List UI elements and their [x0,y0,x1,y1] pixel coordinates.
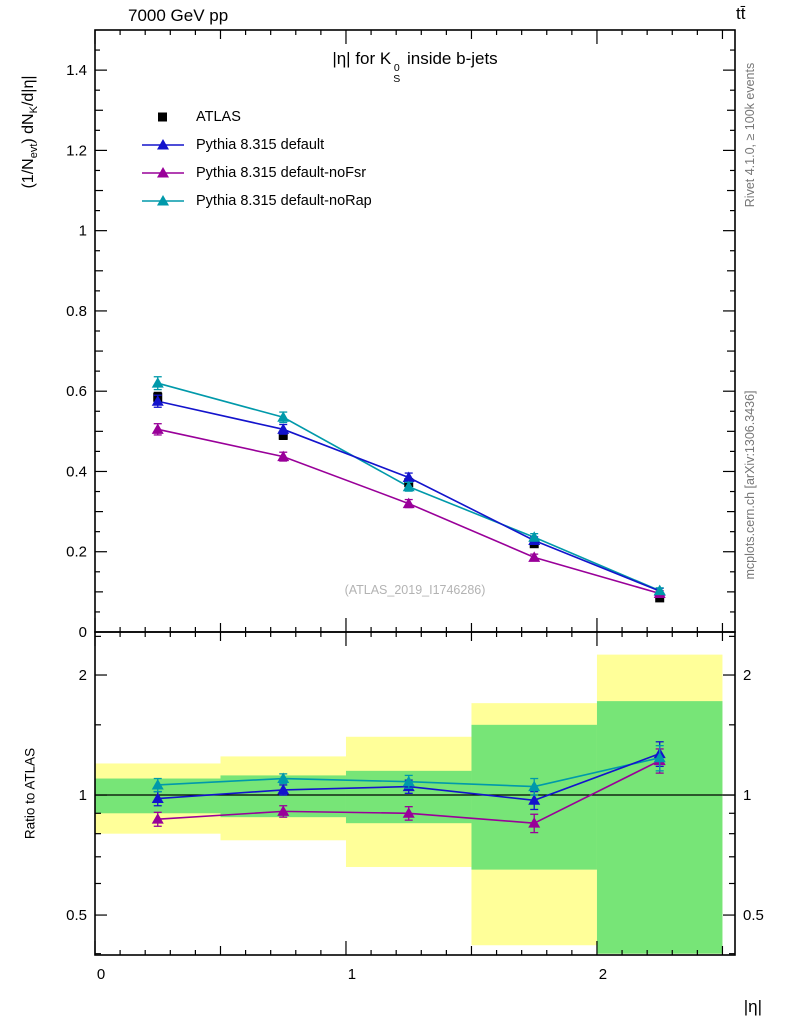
legend-label: ATLAS [196,109,241,125]
ratio-y-axis-label: Ratio to ATLAS [22,747,38,840]
svg-text:0: 0 [97,966,105,983]
svg-text:2: 2 [743,667,751,684]
legend-label: Pythia 8.315 default-noFsr [196,165,367,181]
legend-item-pythia-default: Pythia 8.315 default [140,131,372,159]
svg-text:1: 1 [79,787,87,804]
y-label-sub-k: K [28,106,40,114]
mcplots-arxiv-note: mcplots.cern.ch [arXiv:1306.3436] [743,390,757,580]
y-label-sub-evt: evt [28,143,40,159]
x-axis-label: |η| [743,997,762,1016]
svg-text:1: 1 [79,223,87,240]
legend-swatch-1 [142,139,184,150]
legend-swatch-0 [158,112,167,122]
plot-title-post: inside b-jets [402,49,498,68]
y-label-p1: (1/N [20,158,37,189]
legend: ATLAS Pythia 8.315 default Pythia 8.315 … [140,103,372,215]
analysis-id-watermark: (ATLAS_2019_I1746286) [344,583,486,597]
process-label: tt̄ [736,4,746,23]
legend-item-pythia-norap: Pythia 8.315 default-noRap [140,187,372,215]
legend-item-atlas: ATLAS [140,103,372,131]
svg-text:0.5: 0.5 [66,907,87,924]
svg-text:1: 1 [743,787,751,804]
svg-text:0.2: 0.2 [66,544,87,561]
svg-text:0.5: 0.5 [743,907,764,924]
svg-text:1.4: 1.4 [66,62,87,79]
svg-text:0.4: 0.4 [66,463,87,480]
svg-text:2: 2 [79,667,87,684]
rivet-version-note: Rivet 4.1.0, ≥ 100k events [743,62,757,208]
svg-text:1.2: 1.2 [66,142,87,159]
beam-energy-label: 7000 GeV pp [128,6,229,25]
svg-text:0.8: 0.8 [66,303,87,320]
legend-swatch-3 [142,195,184,206]
legend-swatch-2 [142,167,184,178]
legend-label: Pythia 8.315 default-noRap [196,193,372,209]
svg-text:2: 2 [599,966,607,983]
y-label-p3: /d|η| [20,75,37,107]
kmeson-subscript: S [393,72,401,85]
svg-text:0.6: 0.6 [66,383,87,400]
plot-title-pre: |η| for K [332,49,392,68]
svg-text:0: 0 [79,624,87,641]
legend-item-pythia-nofsr: Pythia 8.315 default-noFsr [140,159,372,187]
svg-text:1: 1 [348,966,356,983]
kmeson-superscript: 0 [393,62,400,74]
y-axis-label: (1/Nevt) dNK/d|η| [20,0,40,267]
legend-label: Pythia 8.315 default [196,137,325,153]
y-label-p2: ) dN [20,113,37,144]
